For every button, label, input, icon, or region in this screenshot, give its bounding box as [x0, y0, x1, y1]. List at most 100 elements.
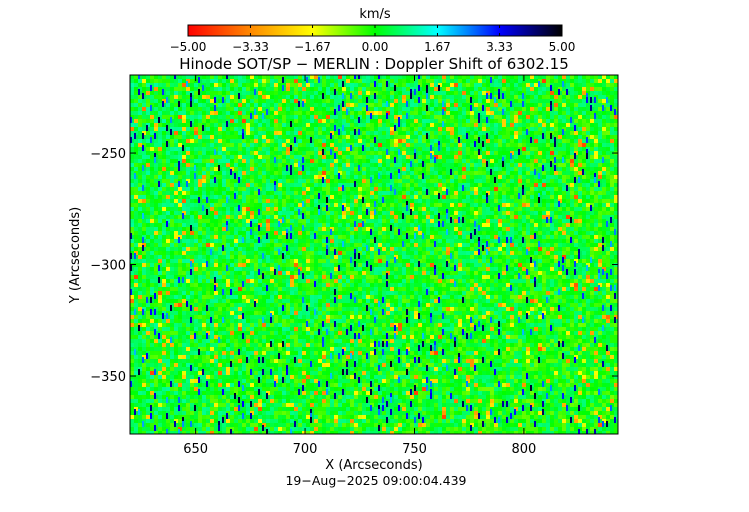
- heatmap-cell: [362, 87, 366, 91]
- heatmap-cell: [198, 99, 202, 103]
- heatmap-cell: [142, 203, 146, 207]
- heatmap-cell: [270, 203, 274, 207]
- heatmap-cell: [494, 171, 498, 175]
- heatmap-cell: [410, 127, 414, 131]
- heatmap-cell: [266, 147, 270, 151]
- heatmap-cell: [454, 171, 458, 175]
- heatmap-cell: [422, 147, 426, 151]
- heatmap-cell: [290, 187, 294, 191]
- heatmap-cell: [598, 199, 602, 203]
- heatmap-cell: [542, 107, 546, 111]
- heatmap-cell: [326, 167, 330, 171]
- heatmap-cell: [334, 227, 338, 231]
- heatmap-cell: [186, 235, 190, 239]
- heatmap-cell: [438, 99, 442, 103]
- heatmap-cell: [210, 183, 214, 187]
- heatmap-cell: [250, 187, 254, 191]
- heatmap-cell: [542, 191, 546, 195]
- heatmap-cell: [426, 75, 430, 79]
- heatmap-cell: [490, 219, 494, 223]
- heatmap-cell: [290, 99, 294, 103]
- heatmap-cell: [602, 135, 606, 139]
- heatmap-cell: [370, 103, 374, 107]
- heatmap-cell: [486, 203, 490, 207]
- heatmap-cell: [270, 127, 274, 131]
- heatmap-cell: [386, 127, 390, 131]
- heatmap-cell: [186, 195, 190, 199]
- heatmap-cell: [250, 203, 254, 207]
- heatmap-cell: [402, 127, 406, 131]
- heatmap-cell: [514, 115, 518, 119]
- heatmap-cell: [422, 83, 426, 87]
- heatmap-cell: [474, 115, 478, 119]
- heatmap-cell: [206, 215, 210, 219]
- heatmap-cell: [146, 175, 150, 179]
- heatmap-cell: [294, 199, 298, 203]
- heatmap-cell: [350, 151, 354, 155]
- heatmap-cell: [458, 143, 462, 147]
- heatmap-cell: [198, 123, 202, 127]
- heatmap-cell: [434, 135, 438, 139]
- heatmap-cell: [530, 211, 534, 215]
- heatmap-cell: [390, 79, 394, 83]
- heatmap-cell: [478, 131, 482, 135]
- heatmap-cell: [586, 167, 590, 171]
- heatmap-cell: [566, 207, 570, 211]
- heatmap-cell: [134, 115, 138, 119]
- heatmap-cell: [210, 139, 214, 143]
- heatmap-cell: [238, 143, 242, 147]
- heatmap-cell: [234, 151, 238, 155]
- heatmap-cell: [142, 115, 146, 119]
- heatmap-cell: [310, 151, 314, 155]
- heatmap-cell: [282, 199, 286, 203]
- heatmap-cell: [398, 99, 402, 103]
- heatmap-cell: [206, 159, 210, 163]
- heatmap-cell: [518, 115, 522, 119]
- heatmap-cell: [306, 211, 310, 215]
- heatmap-cell: [314, 233, 316, 240]
- heatmap-cell: [482, 219, 486, 223]
- heatmap-cell: [458, 235, 462, 239]
- heatmap-cell: [590, 83, 594, 87]
- heatmap-cell: [166, 111, 170, 115]
- heatmap-cell: [314, 147, 318, 151]
- heatmap-cell: [466, 159, 470, 163]
- heatmap-cell: [138, 103, 142, 107]
- heatmap-cell: [598, 171, 602, 175]
- heatmap-cell: [570, 127, 574, 131]
- heatmap-cell: [250, 151, 254, 155]
- heatmap-cell: [330, 91, 334, 95]
- heatmap-cell: [522, 159, 526, 163]
- heatmap-cell: [550, 171, 554, 175]
- heatmap-cell: [242, 107, 246, 111]
- heatmap-cell: [318, 123, 322, 127]
- heatmap-cell: [230, 127, 234, 131]
- heatmap-cell: [186, 175, 190, 179]
- heatmap-cell: [266, 103, 270, 107]
- heatmap-cell: [574, 227, 578, 231]
- heatmap-cell: [550, 111, 554, 115]
- heatmap-cell: [570, 123, 574, 127]
- heatmap-cell: [434, 211, 438, 215]
- heatmap-cell: [246, 111, 250, 115]
- heatmap-cell: [202, 159, 206, 163]
- heatmap-cell: [558, 231, 562, 235]
- heatmap-cell: [514, 139, 518, 143]
- heatmap-cell: [494, 123, 498, 127]
- heatmap-cell: [450, 227, 454, 231]
- heatmap-cell: [358, 171, 362, 175]
- heatmap-cell: [138, 75, 140, 80]
- heatmap-cell: [322, 111, 326, 115]
- heatmap-cell: [538, 139, 542, 143]
- heatmap-cell: [214, 223, 218, 227]
- heatmap-cell: [490, 159, 494, 163]
- heatmap-cell: [190, 83, 194, 87]
- heatmap-cell: [454, 191, 458, 195]
- heatmap-cell: [154, 163, 158, 167]
- heatmap-cell: [522, 143, 526, 147]
- heatmap-cell: [270, 155, 274, 159]
- heatmap-cell: [450, 211, 454, 215]
- heatmap-cell: [358, 139, 362, 143]
- heatmap-cell: [530, 115, 534, 119]
- heatmap-cell: [562, 115, 566, 119]
